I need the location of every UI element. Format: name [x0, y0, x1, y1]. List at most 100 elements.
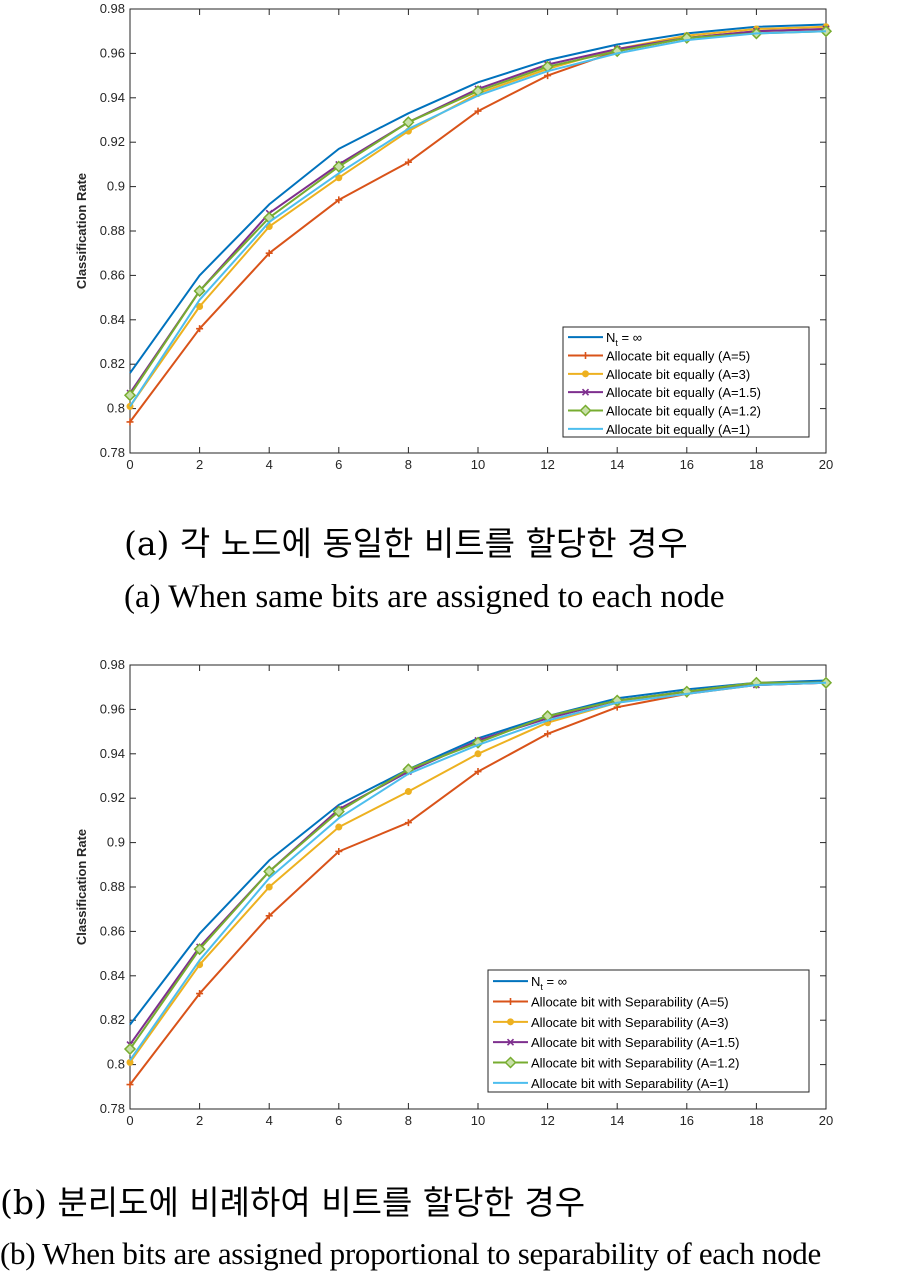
x-tick-label: 2: [196, 457, 203, 470]
data-point-s2-0: [126, 1058, 134, 1066]
legend-marker-3: [506, 1038, 515, 1046]
data-point-s4-1: [193, 284, 206, 298]
legend-marker-1: [507, 998, 514, 1005]
y-tick-label: 0.8: [107, 1057, 125, 1072]
y-tick-label: 0.88: [100, 879, 125, 894]
y-tick-label: 0.96: [100, 701, 125, 716]
y-tick-label: 0.94: [100, 746, 125, 761]
y-tick-label: 0.9: [107, 179, 125, 194]
x-tick-label: 14: [610, 1113, 624, 1125]
legend-entry-2: Allocate bit with Separability (A=3): [531, 1015, 729, 1030]
y-tick-label: 0.86: [100, 267, 125, 282]
x-tick-label: 8: [405, 457, 412, 470]
x-tick-label: 10: [471, 1113, 485, 1125]
data-point-s4-9: [750, 676, 763, 689]
x-tick-label: 16: [680, 457, 694, 470]
data-point-s2-2: [265, 883, 273, 891]
data-point-s1-2: [265, 249, 273, 257]
x-tick-label: 12: [540, 1113, 554, 1125]
data-point-s1-6: [544, 72, 552, 80]
y-tick-label: 0.9: [107, 835, 125, 850]
y-tick-label: 0.78: [100, 1101, 125, 1116]
data-point-s1-3: [335, 196, 343, 204]
x-tick-label: 14: [610, 457, 624, 470]
x-tick-label: 8: [405, 1113, 412, 1125]
y-tick-label: 0.86: [100, 923, 125, 938]
legend-marker-1: [582, 352, 589, 359]
chart-a: 0 2 4 6 8 10 12 14 16 18 20 0.78 0.8 0.82 0.84 0.86 0.88…: [74, 1, 833, 470]
series-line-0: [129, 23, 827, 374]
legend-entry-3: Allocate bit with Separability (A=1.5): [531, 1035, 739, 1050]
legend-entry-0: Nt = ∞: [606, 330, 642, 348]
x-tick-label: 18: [749, 457, 763, 470]
data-point-s4-1: [193, 943, 206, 956]
y-tick-label: 0.98: [100, 657, 125, 672]
legend-entry-0: Nt = ∞: [531, 974, 567, 992]
data-point-s1-4: [404, 158, 412, 166]
y-axis-label: Classification Rate: [74, 173, 89, 289]
x-tick-label: 6: [335, 1113, 342, 1125]
data-point-s2-1: [196, 302, 204, 310]
data-point-s1-1: [196, 990, 204, 998]
data-point-s4-2: [263, 865, 276, 878]
y-tick-label: 0.88: [100, 223, 125, 238]
legend-box: [487, 969, 810, 1093]
data-point-s4-0: [123, 389, 137, 402]
data-point-s1-5: [474, 107, 482, 115]
legend-entry-4: Allocate bit equally (A=1.2): [606, 404, 761, 419]
series-line-5: [129, 30, 827, 407]
y-tick-label: 0.84: [100, 312, 125, 327]
y-tick-label: 0.8: [107, 401, 125, 416]
legend: Nt = ∞ Allocate bit with Separability (A=…: [487, 969, 810, 1093]
chart-b: 0 2 4 6 8 10 12 14 16 18 20 0.78 0.8 0.82 0.84 0.86 0.88…: [74, 657, 833, 1125]
x-tick-label: 0: [126, 457, 133, 470]
x-tick-label: 20: [819, 457, 833, 470]
y-tick-label: 0.78: [100, 445, 125, 460]
caption-b-english: (b) When bits are assigned proportional …: [0, 1236, 821, 1271]
legend-entry-4: Allocate bit with Separability (A=1.2): [531, 1056, 739, 1071]
data-point-s1-0: [126, 1081, 134, 1089]
caption-a-english: (a) When same bits are assigned to each …: [124, 579, 725, 615]
legend-entry-5: Allocate bit with Separability (A=1): [531, 1076, 729, 1091]
x-tick-label: 2: [196, 1113, 203, 1125]
y-tick-label: 0.94: [100, 90, 125, 105]
data-point-s1-1: [196, 325, 204, 333]
data-point-s4-0: [123, 1042, 137, 1056]
y-tick-label: 0.82: [100, 356, 125, 371]
legend-entry-3: Allocate bit equally (A=1.5): [606, 385, 761, 400]
legend-entry-1: Allocate bit with Separability (A=5): [531, 995, 729, 1010]
legend-marker-4: [579, 404, 592, 417]
x-tick-label: 16: [680, 1113, 694, 1125]
data-point-s2-5: [474, 750, 482, 758]
y-tick-label: 0.84: [100, 968, 125, 983]
legend: Nt = ∞Allocate bit equally (A=5) Allocate…: [562, 326, 810, 438]
y-tick-label: 0.82: [100, 1012, 125, 1027]
data-point-s4-3: [332, 160, 345, 173]
x-tick-label: 10: [471, 457, 485, 470]
y-tick-label: 0.98: [100, 1, 125, 16]
x-tick-label: 4: [266, 1113, 273, 1125]
legend-entry-1: Allocate bit equally (A=5): [606, 349, 750, 364]
x-tick-label: 0: [126, 1113, 133, 1125]
legend-box: [562, 326, 810, 438]
legend-marker-4: [504, 1056, 517, 1069]
legend-marker-2: [582, 370, 589, 378]
data-point-s1-3: [335, 847, 343, 855]
legend-marker-2: [507, 1018, 514, 1026]
data-point-s2-3: [335, 823, 343, 831]
data-point-s2-3: [335, 174, 343, 182]
caption-b-korean: (b) 분리도에 비례하여 비트를 할당한 경우: [0, 1183, 586, 1222]
x-tick-label: 12: [540, 457, 554, 470]
legend-marker-3: [581, 388, 590, 396]
data-point-s1-6: [544, 730, 552, 738]
data-point-s2-4: [404, 788, 412, 796]
y-axis-label: Classification Rate: [74, 829, 89, 945]
x-tick-label: 18: [749, 1113, 763, 1125]
x-tick-label: 20: [819, 1113, 833, 1125]
legend-entry-5: Allocate bit equally (A=1): [606, 422, 750, 437]
series-line-5: [129, 681, 827, 1061]
data-point-s4-10: [819, 676, 833, 689]
data-point-s4-4: [402, 116, 415, 129]
y-tick-label: 0.92: [100, 790, 125, 805]
y-tick-label: 0.96: [100, 45, 125, 60]
